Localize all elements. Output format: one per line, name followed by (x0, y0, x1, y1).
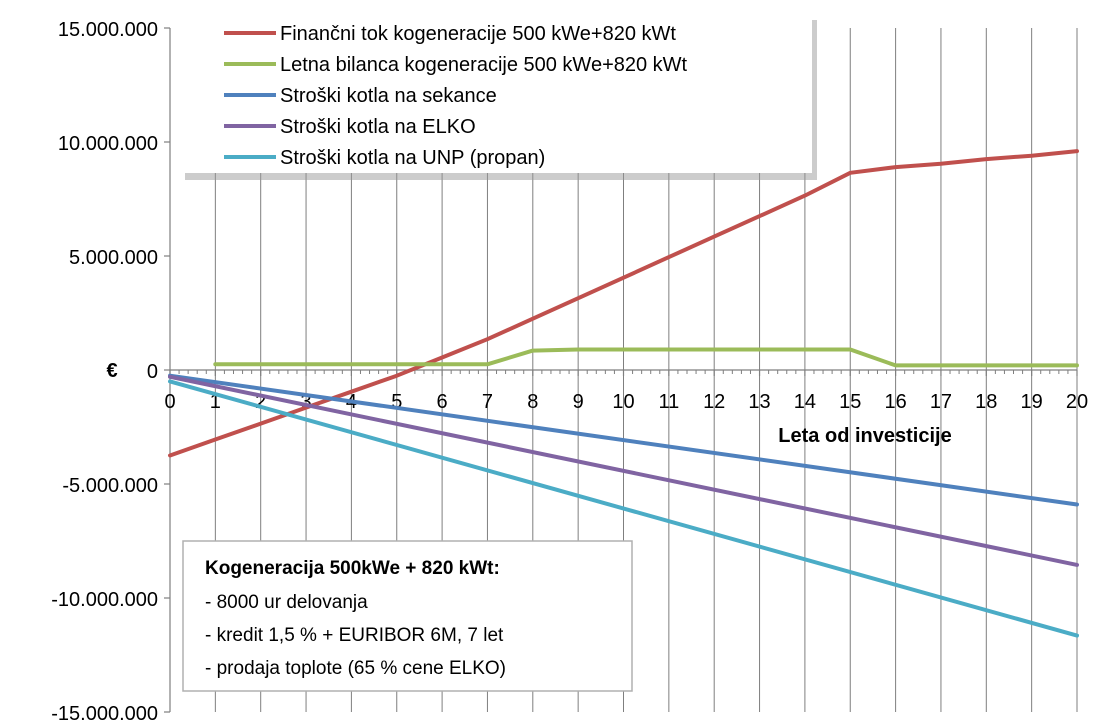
x-tick-label: 2 (255, 391, 266, 413)
series-line-3 (168, 373, 1079, 507)
series-lines (168, 149, 1079, 638)
legend: Finančni tok kogeneracije 500 kWe+820 kW… (180, 13, 817, 180)
x-tick-label: 19 (1021, 391, 1043, 413)
annotation-title: Kogeneracija 500kWe + 820 kWt: (205, 558, 500, 579)
series-line-2 (213, 347, 1079, 368)
legend-box (180, 13, 812, 173)
series-line-4 (168, 374, 1079, 567)
x-tick-label: 1 (210, 391, 221, 413)
annotation-line-3: - prodaja toplote (65 % cene ELKO) (205, 658, 506, 679)
x-tick-label: 13 (748, 391, 770, 413)
annotation-line-2: - kredit 1,5 % + EURIBOR 6M, 7 let (205, 625, 504, 646)
x-tick-label: 7 (482, 391, 493, 413)
axes (164, 27, 1078, 713)
y-axis-title: € (106, 360, 117, 382)
y-tick-label: 10.000.000 (58, 133, 158, 155)
x-tick-label: 5 (391, 391, 402, 413)
legend-label-1: Finančni tok kogeneracije 500 kWe+820 kW… (280, 23, 676, 45)
y-tick-label: 15.000.000 (58, 19, 158, 41)
y-tick-label: 5.000.000 (69, 247, 158, 269)
y-tick-label: -5.000.000 (62, 475, 158, 497)
x-tick-label: 8 (527, 391, 538, 413)
x-axis-tick-labels: 0 1 2 3 4 5 6 7 8 9 10 11 12 13 14 15 16 17 18 19 20 (164, 391, 1088, 413)
x-axis-title: Leta od investicije (778, 425, 951, 447)
x-tick-label: 10 (612, 391, 634, 413)
y-axis-tick-labels: 15.000.000 10.000.000 5.000.000 0 -5.000.000… (51, 19, 158, 722)
x-tick-label: 9 (573, 391, 584, 413)
x-tick-label: 14 (794, 391, 816, 413)
legend-label-4: Stroški kotla na ELKO (280, 116, 476, 138)
legend-label-3: Stroški kotla na sekance (280, 85, 497, 107)
x-tick-label: 0 (164, 391, 175, 413)
y-tick-label: -15.000.000 (51, 703, 158, 722)
x-tick-label: 20 (1066, 391, 1088, 413)
x-tick-label: 16 (884, 391, 906, 413)
annotation-line-1: - 8000 ur delovanja (205, 592, 368, 613)
annotation-border (182, 540, 633, 692)
x-tick-label: 12 (703, 391, 725, 413)
series-line-5 (168, 379, 1079, 638)
series-line-1 (168, 149, 1079, 458)
legend-label-2: Letna bilanca kogeneracije 500 kWe+820 k… (280, 54, 688, 76)
y-tick-label: 0 (147, 361, 158, 383)
x-tick-label: 6 (437, 391, 448, 413)
x-tick-label: 11 (658, 391, 679, 413)
x-tick-label: 18 (975, 391, 997, 413)
x-tick-label: 15 (839, 391, 861, 413)
x-tick-label: 17 (930, 391, 952, 413)
legend-label-5: Stroški kotla na UNP (propan) (280, 147, 545, 169)
annotation-box: Kogeneracija 500kWe + 820 kWt: - 8000 ur… (182, 540, 633, 692)
y-tick-label: -10.000.000 (51, 589, 158, 611)
x-tick-label: 3 (300, 391, 311, 413)
